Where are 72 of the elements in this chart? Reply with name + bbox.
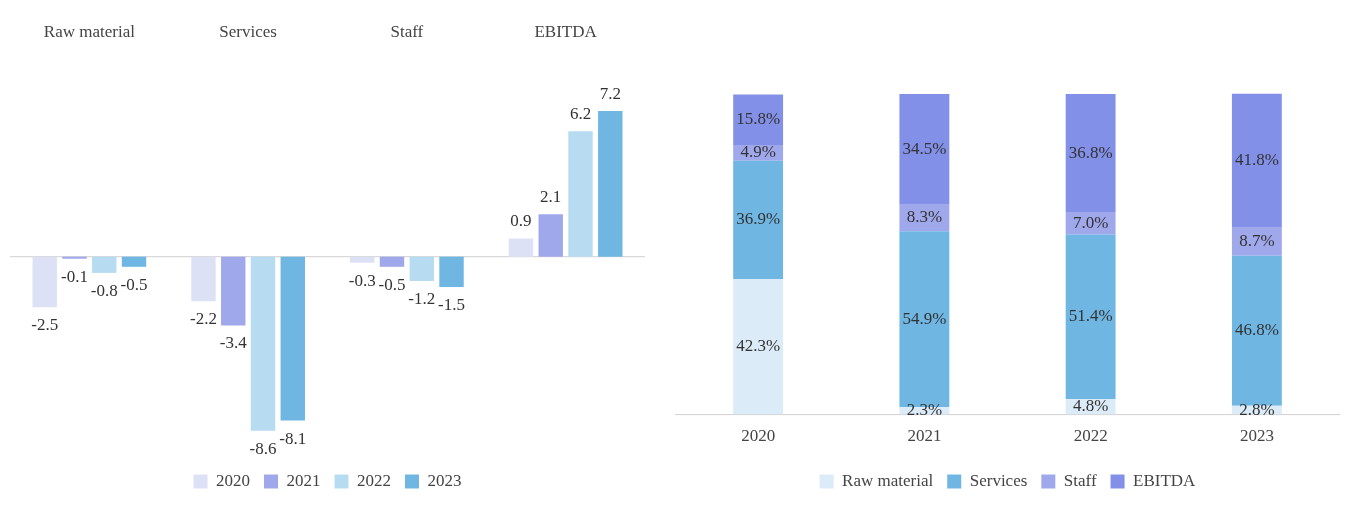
data-label: 54.9% — [902, 308, 947, 328]
bar — [250, 256, 276, 431]
bar — [350, 256, 375, 263]
data-label: 0.9 — [510, 211, 532, 231]
data-label: 2.3% — [906, 400, 943, 420]
bar — [439, 256, 464, 288]
legend-label: EBITDA — [1133, 470, 1197, 490]
legend-label: Staff — [1063, 470, 1097, 490]
bar — [32, 256, 57, 308]
data-label: -0.1 — [61, 266, 88, 286]
bar — [733, 160, 784, 280]
bar — [121, 256, 147, 267]
data-label: -1.2 — [408, 288, 436, 308]
data-label: 36.9% — [736, 209, 781, 229]
bar — [280, 256, 305, 421]
bar — [1065, 94, 1116, 213]
bar — [538, 214, 563, 257]
bar — [92, 256, 117, 273]
x-tick-label: 2021 — [907, 426, 942, 446]
bar — [191, 256, 216, 302]
bar — [733, 94, 784, 146]
data-label: -2.2 — [190, 309, 217, 329]
legend-label: 2023 — [427, 470, 462, 490]
data-label: -2.5 — [31, 315, 59, 335]
x-tick-label: 2020 — [741, 426, 776, 446]
data-label: -1.5 — [438, 295, 465, 315]
bar — [598, 111, 623, 257]
bar — [899, 94, 950, 205]
data-label: -0.5 — [378, 274, 406, 294]
x-tick-label: 2022 — [1073, 426, 1108, 446]
bar — [221, 256, 246, 326]
data-label: 42.3% — [736, 336, 781, 356]
x-tick-label: Raw material — [43, 21, 136, 41]
data-label: 46.8% — [1234, 320, 1279, 340]
data-label: 41.8% — [1234, 150, 1279, 170]
data-label: -8.6 — [249, 438, 277, 458]
legend-label: 2022 — [357, 470, 391, 490]
data-label: 15.8% — [736, 109, 781, 129]
data-label: 2.8% — [1239, 399, 1275, 419]
data-label: 6.2 — [569, 104, 592, 124]
x-tick-label: Services — [219, 21, 277, 41]
data-label: -0.8 — [90, 280, 118, 300]
x-tick-label: Staff — [390, 21, 424, 41]
data-label: -8.1 — [279, 428, 307, 448]
legend-label: Services — [969, 470, 1028, 490]
data-label: 34.5% — [902, 138, 947, 158]
bar — [1065, 234, 1116, 400]
data-label: 51.4% — [1068, 306, 1113, 326]
legend-label: 2020 — [216, 470, 250, 490]
bar — [409, 256, 434, 281]
bar — [508, 238, 534, 257]
data-label: -0.5 — [120, 274, 148, 294]
bar — [62, 256, 87, 259]
data-label: -3.4 — [219, 333, 248, 353]
data-label: 4.9% — [740, 142, 776, 162]
data-label: 8.3% — [906, 207, 943, 227]
data-label: 8.7% — [1239, 231, 1275, 251]
data-label: 7.2 — [599, 84, 621, 104]
legend-label: 2021 — [286, 470, 321, 490]
bar — [1231, 255, 1282, 406]
data-label: 4.8% — [1072, 396, 1109, 416]
bar — [733, 279, 784, 415]
data-label: 36.8% — [1068, 142, 1113, 162]
x-tick-label: EBITDA — [534, 21, 598, 41]
bar — [1231, 93, 1282, 228]
data-label: 2.1 — [540, 187, 562, 207]
legend-label: Raw material — [842, 470, 934, 490]
bar — [379, 256, 405, 267]
data-label: -0.3 — [348, 270, 376, 290]
data-label: 7.0% — [1072, 212, 1109, 232]
x-tick-label: 2023 — [1239, 426, 1274, 446]
bar — [568, 131, 593, 257]
